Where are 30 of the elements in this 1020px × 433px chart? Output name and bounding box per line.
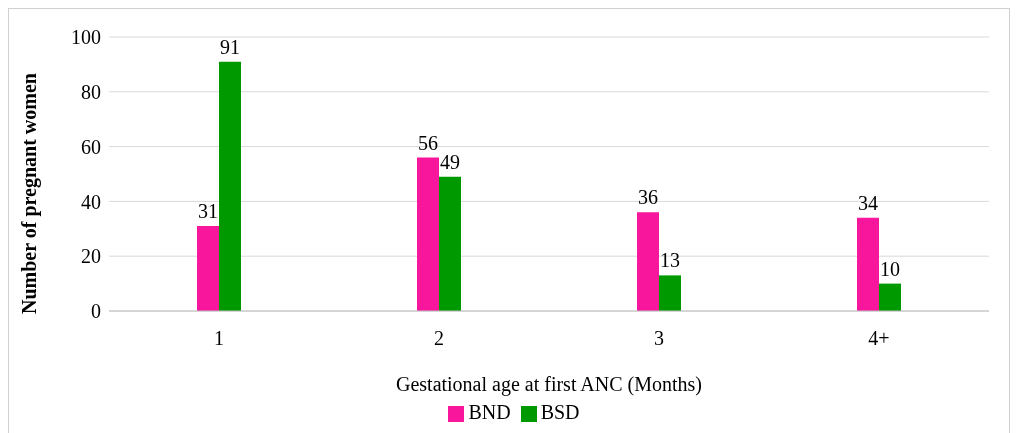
bar	[417, 157, 439, 311]
data-label: 31	[198, 200, 218, 223]
x-tick-label: 1	[214, 327, 224, 350]
y-tick-label: 20	[81, 245, 101, 268]
legend-label: BSD	[540, 401, 580, 423]
x-tick-label: 2	[434, 327, 444, 350]
legend-label: BND	[468, 401, 511, 423]
y-tick-label: 40	[81, 190, 101, 213]
data-label: 10	[880, 257, 900, 280]
bar	[439, 176, 461, 311]
x-tick-label: 4+	[868, 327, 890, 350]
x-axis-title: Gestational age at first ANC (Months)	[395, 373, 703, 396]
bar	[197, 226, 219, 311]
data-label: 13	[660, 249, 680, 272]
y-tick-label: 60	[81, 135, 101, 158]
bar	[879, 283, 901, 311]
data-label: 91	[220, 35, 240, 58]
bar	[857, 217, 879, 311]
y-tick-label: 0	[91, 300, 101, 323]
data-label: 34	[858, 191, 878, 214]
bar	[219, 61, 241, 311]
y-tick-label: 80	[81, 80, 101, 103]
data-label: 56	[418, 131, 438, 154]
bar	[637, 212, 659, 311]
data-label: 49	[440, 150, 460, 173]
x-tick-label: 3	[654, 327, 664, 350]
y-tick-label: 100	[71, 26, 101, 49]
y-axis-title: Number of pregnant women	[18, 73, 42, 314]
data-label: 36	[638, 186, 658, 209]
bar	[659, 275, 681, 311]
